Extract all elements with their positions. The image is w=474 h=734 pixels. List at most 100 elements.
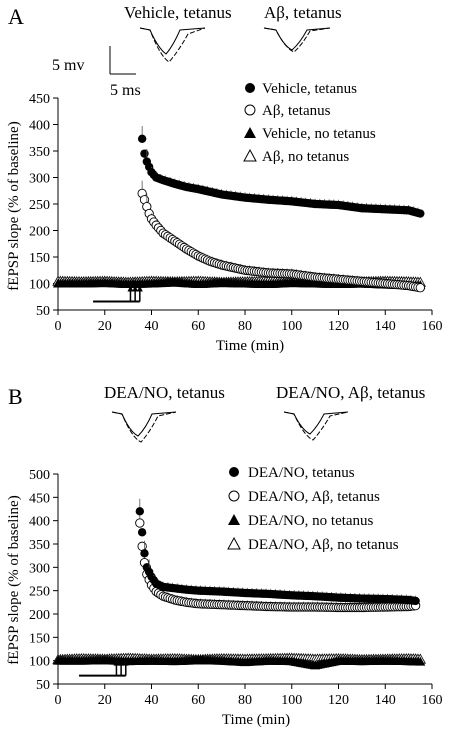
y-tick-label: 350: [29, 145, 50, 160]
plot-area-b: 50 100 150 200 250 300 350 400 450 500 0 20 40 60 80 10…: [29, 468, 443, 708]
trace-abeta-tetanus: [263, 27, 331, 53]
data-point: [416, 209, 425, 218]
series-open-circle: [137, 180, 425, 293]
x-tick-label: 40: [145, 319, 159, 334]
x-axis-title-a: Time (min): [216, 338, 284, 354]
data-point: [415, 656, 426, 666]
data-point: [411, 596, 420, 606]
legend-marker-open-circle: [228, 490, 240, 502]
panel-letter-a: A: [8, 4, 24, 29]
x-tick-label: 40: [145, 693, 159, 708]
x-tick-label: 160: [422, 693, 443, 708]
y-tick-label: 500: [29, 468, 50, 483]
trace-deano-abeta-tetanus: [283, 411, 349, 441]
x-tick-label: 20: [98, 693, 112, 708]
x-tick-label: 0: [55, 693, 62, 708]
y-tick-label: 100: [29, 278, 50, 293]
legend-a: Vehicle, tetanus Aβ, tetanus Vehicle, no…: [243, 81, 376, 165]
y-tick-label: 350: [29, 538, 50, 553]
x-tick-label: 120: [328, 319, 349, 334]
legend-label: Aβ, tetanus: [262, 103, 331, 119]
legend-item-a-3: Aβ, no tetanus: [243, 148, 349, 165]
x-tick-label: 80: [238, 693, 252, 708]
series-filled-triangle: [53, 655, 426, 670]
trace-vehicle-tetanus: [139, 27, 206, 63]
y-tick-label: 50: [36, 678, 50, 693]
scale-voltage-label: 5 mv: [52, 57, 84, 74]
x-tick-label: 0: [55, 319, 62, 334]
legend-marker-open-triangle: [243, 148, 257, 162]
legend-b: DEA/NO, tetanus DEA/NO, Aβ, tetanus DEA/…: [227, 465, 399, 553]
trace-label-deano-abeta-tetanus: DEA/NO, Aβ, tetanus: [276, 383, 425, 402]
y-tick-label: 150: [29, 631, 50, 646]
legend-item-b-0: DEA/NO, tetanus: [229, 465, 355, 481]
series-filled-circle: [135, 498, 420, 606]
y-tick-label: 50: [36, 304, 50, 319]
panel-b: B DEA/NO, tetanus DEA/NO, Aβ, tetanus 50…: [6, 383, 443, 728]
legend-item-b-3: DEA/NO, Aβ, no tetanus: [227, 536, 399, 553]
data-point: [137, 134, 147, 144]
y-tick-label: 300: [29, 172, 50, 187]
tetanus-arrow-icon: [127, 285, 134, 302]
y-tick-label: 250: [29, 585, 50, 600]
legend-label: Vehicle, tetanus: [262, 81, 357, 97]
y-tick-label: 400: [29, 119, 50, 134]
y-tick-label: 450: [29, 491, 50, 506]
y-tick-label: 300: [29, 561, 50, 576]
trace-label-vehicle-tetanus: Vehicle, tetanus: [124, 3, 232, 22]
y-tick-label: 200: [29, 608, 50, 623]
data-point: [135, 507, 145, 516]
y-tick-label: 100: [29, 655, 50, 670]
y-tick-label: 400: [29, 515, 50, 530]
tetanus-arrow-icon: [136, 285, 143, 302]
y-tick-label: 250: [29, 198, 50, 213]
series-filled-circle: [137, 126, 425, 218]
legend-item-a-0: Vehicle, tetanus: [245, 81, 357, 97]
data-point: [140, 149, 149, 158]
y-tick-label: 450: [29, 92, 50, 107]
x-tick-label: 80: [238, 319, 252, 334]
panel-letter-b: B: [8, 384, 23, 409]
trace-label-abeta-tetanus: Aβ, tetanus: [264, 3, 342, 22]
y-axis-title-b: fEPSP slope (% of baseline): [6, 495, 22, 664]
y-tick-label: 150: [29, 251, 50, 266]
legend-label: DEA/NO, no tetanus: [248, 513, 374, 529]
legend-label: Aβ, no tetanus: [262, 149, 349, 165]
legend-item-b-1: DEA/NO, Aβ, tetanus: [228, 489, 380, 505]
panel-a: A Vehicle, tetanus Aβ, tetanus 5 mv 5 ms…: [6, 3, 443, 354]
x-tick-label: 100: [281, 693, 302, 708]
data-point: [415, 283, 425, 293]
series-open-circle: [135, 510, 421, 613]
legend-marker-filled-triangle: [228, 514, 240, 525]
y-axis-title-a: fEPSP slope (% of baseline): [6, 121, 22, 290]
legend-label: Vehicle, no tetanus: [262, 126, 376, 142]
trace-deano-tetanus: [111, 411, 177, 443]
legend-marker-filled-triangle: [244, 127, 256, 138]
legend-item-a-1: Aβ, tetanus: [244, 103, 331, 119]
x-tick-label: 60: [191, 319, 205, 334]
legend-marker-open-circle: [244, 104, 256, 116]
data-point: [140, 549, 149, 558]
legend-label: DEA/NO, Aβ, no tetanus: [248, 537, 399, 553]
trace-label-deano-tetanus: DEA/NO, tetanus: [104, 383, 225, 402]
tetanus-arrow-icon: [132, 285, 139, 302]
legend-marker-filled-circle: [245, 83, 255, 93]
x-tick-label: 140: [375, 319, 396, 334]
x-tick-label: 140: [375, 693, 396, 708]
x-tick-label: 20: [98, 319, 112, 334]
x-axis-title-b: Time (min): [222, 712, 290, 728]
legend-label: DEA/NO, Aβ, tetanus: [248, 489, 380, 505]
data-point: [137, 528, 147, 537]
x-tick-label: 100: [281, 319, 302, 334]
data-point: [135, 518, 145, 528]
x-tick-label: 60: [191, 693, 205, 708]
x-tick-label: 120: [328, 693, 349, 708]
x-tick-label: 160: [422, 319, 443, 334]
scale-bar: [109, 46, 136, 75]
legend-item-a-2: Vehicle, no tetanus: [244, 126, 376, 142]
legend-marker-filled-circle: [229, 467, 239, 477]
legend-item-b-2: DEA/NO, no tetanus: [228, 513, 374, 529]
legend-marker-open-triangle: [227, 536, 241, 550]
scale-time-label: 5 ms: [110, 82, 141, 99]
